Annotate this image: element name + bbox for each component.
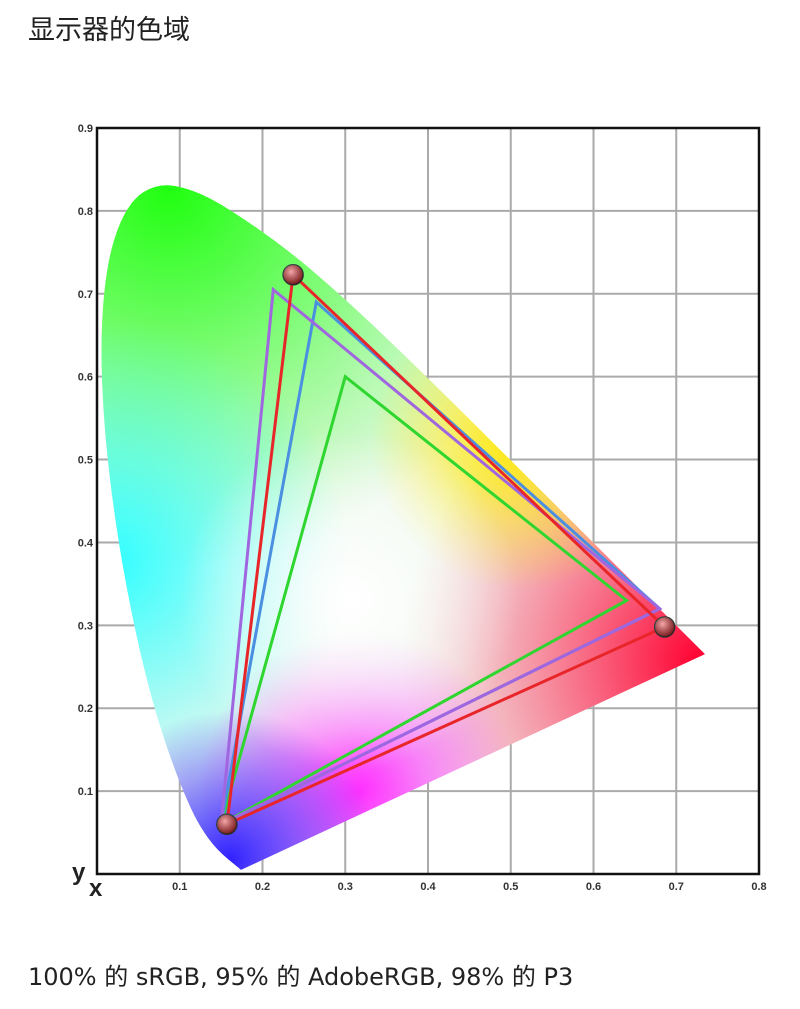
x-tick-label: 0.5 <box>503 881 518 893</box>
y-axis-label: y <box>72 859 86 886</box>
y-tick-label: 0.9 <box>78 123 93 135</box>
x-tick-label: 0.2 <box>255 881 270 893</box>
y-tick-label: 0.3 <box>78 620 93 632</box>
caption: 100% 的 sRGB, 95% 的 AdobeRGB, 98% 的 P3 <box>28 963 574 991</box>
x-tick-label: 0.6 <box>586 881 601 893</box>
chromaticity-chart: 0.1 0.2 0.3 0.4 0.5 0.6 0.7 0.8 0.1 0.2 0.3 0.4 0.5 0… <box>72 123 767 902</box>
gamut-triangle <box>219 286 663 827</box>
y-tick-label: 0.2 <box>78 703 93 715</box>
primary-marker-shade <box>283 264 304 285</box>
y-tick-label: 0.1 <box>78 786 93 798</box>
y-tick-label: 0.5 <box>78 455 93 467</box>
x-tick-label: 0.1 <box>172 881 187 893</box>
gamut-triangle <box>225 271 668 827</box>
x-tick-label: 0.4 <box>420 881 436 893</box>
primary-marker-shade <box>654 616 675 637</box>
y-tick-label: 0.4 <box>78 537 94 549</box>
x-tick-label: 0.7 <box>669 881 684 893</box>
y-tick-label: 0.8 <box>78 206 93 218</box>
spectral-locus <box>101 185 705 870</box>
y-tick-label: 0.7 <box>78 289 93 301</box>
plot-frame <box>95 126 761 876</box>
x-tick-label: 0.3 <box>338 881 353 893</box>
y-tick-label: 0.6 <box>78 372 93 384</box>
primary-marker-shade <box>216 814 237 835</box>
x-tick-label: 0.8 <box>751 881 766 893</box>
page-title: 显示器的色域 <box>28 15 190 46</box>
gamut-triangle <box>218 374 630 828</box>
x-axis-label: x <box>89 875 103 902</box>
